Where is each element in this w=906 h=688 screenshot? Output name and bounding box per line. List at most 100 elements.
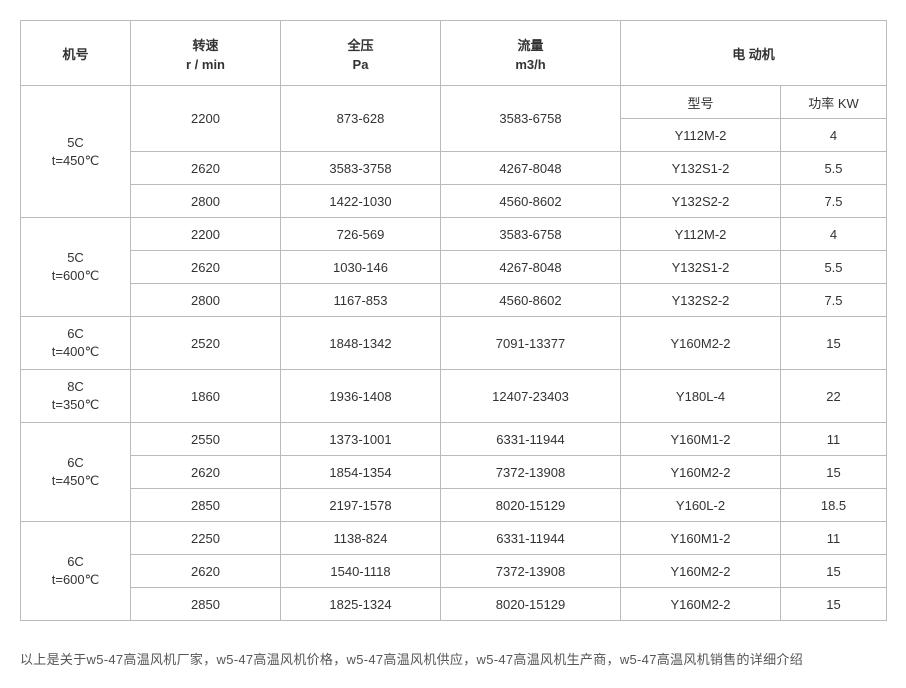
col-flow-l1: 流量 <box>441 35 620 54</box>
flow-cell: 7372-13908 <box>441 456 621 489</box>
model-cell: Y180L-4 <box>621 370 781 423</box>
col-speed-l1: 转速 <box>131 35 280 54</box>
table-row: 8Ct=350℃18601936-140812407-23403Y180L-42… <box>21 370 887 423</box>
flow-cell: 8020-15129 <box>441 489 621 522</box>
col-flow-l2: m3/h <box>441 57 620 72</box>
model-cell: Y132S1-2 <box>621 251 781 284</box>
power-cell: 7.5 <box>781 284 887 317</box>
machine-cell: 6Ct=600℃ <box>21 522 131 621</box>
table-row: 26201854-13547372-13908Y160M2-215 <box>21 456 887 489</box>
power-cell: 5.5 <box>781 152 887 185</box>
machine-cell: 6Ct=450℃ <box>21 423 131 522</box>
flow-cell: 6331-11944 <box>441 423 621 456</box>
table-row: 28001167-8534560-8602Y132S2-27.5 <box>21 284 887 317</box>
speed-cell: 2850 <box>131 588 281 621</box>
pressure-cell: 1540-1118 <box>281 555 441 588</box>
machine-cell: 5Ct=600℃ <box>21 218 131 317</box>
pressure-cell: 726-569 <box>281 218 441 251</box>
model-cell: Y160M2-2 <box>621 588 781 621</box>
table-row: 26201030-1464267-8048Y132S1-25.5 <box>21 251 887 284</box>
flow-cell: 6331-11944 <box>441 522 621 555</box>
pressure-cell: 2197-1578 <box>281 489 441 522</box>
pressure-cell: 1854-1354 <box>281 456 441 489</box>
flow-cell: 7372-13908 <box>441 555 621 588</box>
pressure-cell: 1030-146 <box>281 251 441 284</box>
model-cell: Y160M1-2 <box>621 522 781 555</box>
model-cell: Y112M-2 <box>621 218 781 251</box>
pressure-cell: 1422-1030 <box>281 185 441 218</box>
flow-cell: 12407-23403 <box>441 370 621 423</box>
pressure-cell: 3583-3758 <box>281 152 441 185</box>
power-cell: 11 <box>781 522 887 555</box>
pressure-cell: 1373-1001 <box>281 423 441 456</box>
speed-cell: 1860 <box>131 370 281 423</box>
col-pressure-l1: 全压 <box>281 35 440 54</box>
speed-cell: 2620 <box>131 251 281 284</box>
speed-cell: 2250 <box>131 522 281 555</box>
footer-note: 以上是关于w5-47高温风机厂家，w5-47高温风机价格，w5-47高温风机供应… <box>20 649 886 668</box>
col-pressure: 全压 Pa <box>281 21 441 86</box>
model-cell: Y160L-2 <box>621 489 781 522</box>
col-motor-model: 型号 <box>621 86 781 119</box>
table-row: 6Ct=450℃25501373-10016331-11944Y160M1-21… <box>21 423 887 456</box>
flow-cell: 4560-8602 <box>441 284 621 317</box>
flow-cell: 4267-8048 <box>441 251 621 284</box>
power-cell: 15 <box>781 588 887 621</box>
table-row: 6Ct=400℃25201848-13427091-13377Y160M2-21… <box>21 317 887 370</box>
table-body: 5Ct=450℃2200873-6283583-6758型号功率 KWY112M… <box>21 86 887 621</box>
machine-cell: 5Ct=450℃ <box>21 86 131 218</box>
pressure-cell: 873-628 <box>281 86 441 152</box>
table-row: 28501825-13248020-15129Y160M2-215 <box>21 588 887 621</box>
speed-cell: 2200 <box>131 86 281 152</box>
speed-cell: 2620 <box>131 456 281 489</box>
col-flow: 流量 m3/h <box>441 21 621 86</box>
table-header: 机号 转速 r / min 全压 Pa 流量 m3/h 电 动机 <box>21 21 887 86</box>
power-cell: 18.5 <box>781 489 887 522</box>
flow-cell: 4560-8602 <box>441 185 621 218</box>
model-cell: Y160M2-2 <box>621 317 781 370</box>
fan-spec-table: 机号 转速 r / min 全压 Pa 流量 m3/h 电 动机 5Ct=450… <box>20 20 887 621</box>
power-cell: 15 <box>781 456 887 489</box>
flow-cell: 7091-13377 <box>441 317 621 370</box>
flow-cell: 4267-8048 <box>441 152 621 185</box>
col-speed-l2: r / min <box>131 57 280 72</box>
table-row: 26203583-37584267-8048Y132S1-25.5 <box>21 152 887 185</box>
power-cell: 11 <box>781 423 887 456</box>
speed-cell: 2550 <box>131 423 281 456</box>
col-motor: 电 动机 <box>621 21 887 86</box>
col-machine: 机号 <box>21 21 131 86</box>
table-row: 5Ct=450℃2200873-6283583-6758型号功率 KW <box>21 86 887 119</box>
power-cell: 5.5 <box>781 251 887 284</box>
flow-cell: 3583-6758 <box>441 86 621 152</box>
speed-cell: 2850 <box>131 489 281 522</box>
col-motor-power: 功率 KW <box>781 86 887 119</box>
power-cell: 22 <box>781 370 887 423</box>
pressure-cell: 1936-1408 <box>281 370 441 423</box>
model-cell: Y132S1-2 <box>621 152 781 185</box>
speed-cell: 2800 <box>131 185 281 218</box>
table-row: 5Ct=600℃2200726-5693583-6758Y112M-24 <box>21 218 887 251</box>
speed-cell: 2520 <box>131 317 281 370</box>
power-cell: 15 <box>781 317 887 370</box>
flow-cell: 8020-15129 <box>441 588 621 621</box>
model-cell: Y132S2-2 <box>621 284 781 317</box>
power-cell: 15 <box>781 555 887 588</box>
pressure-cell: 1825-1324 <box>281 588 441 621</box>
table-row: 6Ct=600℃22501138-8246331-11944Y160M1-211 <box>21 522 887 555</box>
model-cell: Y160M2-2 <box>621 555 781 588</box>
table-row: 28001422-10304560-8602Y132S2-27.5 <box>21 185 887 218</box>
table-row: 28502197-15788020-15129Y160L-218.5 <box>21 489 887 522</box>
speed-cell: 2620 <box>131 152 281 185</box>
machine-cell: 6Ct=400℃ <box>21 317 131 370</box>
col-pressure-l2: Pa <box>281 57 440 72</box>
flow-cell: 3583-6758 <box>441 218 621 251</box>
table-row: 26201540-11187372-13908Y160M2-215 <box>21 555 887 588</box>
col-speed: 转速 r / min <box>131 21 281 86</box>
model-cell: Y160M1-2 <box>621 423 781 456</box>
power-cell: 7.5 <box>781 185 887 218</box>
pressure-cell: 1138-824 <box>281 522 441 555</box>
power-cell: 4 <box>781 218 887 251</box>
model-cell: Y112M-2 <box>621 119 781 152</box>
pressure-cell: 1848-1342 <box>281 317 441 370</box>
machine-cell: 8Ct=350℃ <box>21 370 131 423</box>
